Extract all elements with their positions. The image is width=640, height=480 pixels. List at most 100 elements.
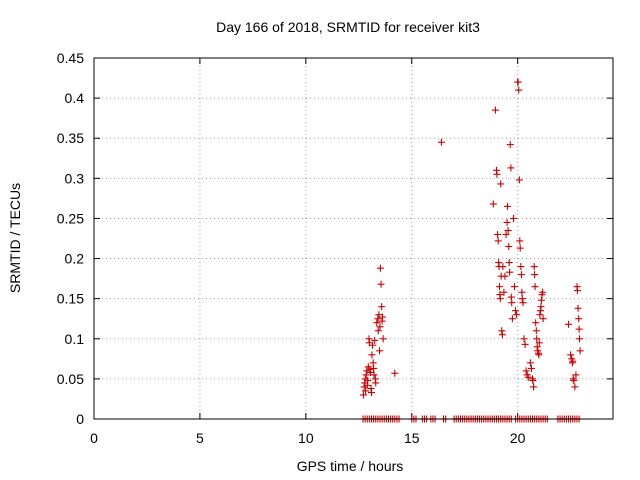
data-point <box>368 389 376 397</box>
data-point <box>532 327 540 335</box>
data-point <box>571 383 579 391</box>
data-point <box>565 320 573 328</box>
data-point <box>498 331 506 339</box>
data-point <box>500 288 508 296</box>
data-point <box>569 375 577 383</box>
data-point <box>364 376 372 384</box>
data-point <box>374 315 382 323</box>
data-point <box>368 351 376 359</box>
data-point <box>509 214 517 222</box>
data-point <box>377 280 385 288</box>
data-point <box>567 351 575 359</box>
data-point <box>517 271 525 279</box>
data-point <box>517 263 525 271</box>
data-point <box>370 364 378 372</box>
data-point <box>575 315 583 323</box>
data-point <box>521 340 529 348</box>
data-point <box>505 243 513 251</box>
data-point <box>493 170 501 178</box>
data-point <box>360 383 368 391</box>
data-point <box>510 283 518 291</box>
data-point <box>576 347 584 355</box>
data-point <box>501 272 509 280</box>
data-point <box>507 164 515 172</box>
data-point <box>520 335 528 343</box>
data-point <box>491 106 499 114</box>
x-tick-label: 20 <box>510 430 526 446</box>
chart-title: Day 166 of 2018, SRMTID for receiver kit… <box>216 19 480 35</box>
x-axis-label: GPS time / hours <box>297 458 404 474</box>
data-point <box>508 315 516 323</box>
data-point <box>504 202 512 210</box>
data-point <box>369 341 377 349</box>
y-axis-label: SRMTID / TECUs <box>7 183 23 293</box>
data-point <box>363 367 371 375</box>
data-point <box>366 365 374 373</box>
data-point <box>532 319 540 327</box>
data-point <box>504 226 512 234</box>
data-point <box>535 351 543 359</box>
data-point <box>372 379 380 387</box>
data-point <box>498 327 506 335</box>
y-tick-label: 0.2 <box>65 251 85 267</box>
x-tick-label: 10 <box>298 430 314 446</box>
data-point <box>376 323 384 331</box>
data-point <box>502 230 510 238</box>
data-point <box>366 368 374 376</box>
data-point <box>489 200 497 208</box>
data-point <box>569 357 577 365</box>
data-point <box>506 268 514 276</box>
y-tick-label: 0.3 <box>65 170 85 186</box>
data-point <box>514 78 522 86</box>
data-point <box>574 304 582 312</box>
data-point <box>515 86 523 94</box>
data-point <box>495 283 503 291</box>
data-point <box>375 311 383 319</box>
data-point <box>362 371 370 379</box>
data-point <box>524 373 532 381</box>
data-point <box>494 237 502 245</box>
data-point <box>533 343 541 351</box>
data-point <box>516 237 524 245</box>
data-point <box>526 359 534 367</box>
data-point <box>536 311 544 319</box>
data-point <box>516 244 524 252</box>
data-point <box>531 283 539 291</box>
data-point <box>570 376 578 384</box>
data-point <box>508 299 516 307</box>
data-point <box>522 367 530 375</box>
data-point <box>376 347 384 355</box>
data-point <box>537 296 545 304</box>
plot-frame <box>93 57 614 420</box>
data-point <box>376 264 384 272</box>
data-point <box>373 319 381 327</box>
y-tick-label: 0 <box>76 411 84 427</box>
data-point <box>437 138 445 146</box>
data-point <box>378 303 386 311</box>
tick-labels: 0 5 10 15 20 0 0.05 0.1 0.15 0.2 0.25 0.3 0.35 0.4 0.4… <box>57 50 526 446</box>
data-point <box>530 263 538 271</box>
data-point <box>530 383 538 391</box>
y-tick-label: 0.4 <box>65 90 85 106</box>
data-point <box>535 339 543 347</box>
data-point <box>371 336 379 344</box>
data-point <box>497 180 505 188</box>
data-point <box>531 271 539 279</box>
data-point <box>572 371 580 379</box>
data-point <box>391 369 399 377</box>
x-tick-label: 0 <box>90 430 98 446</box>
data-point <box>362 387 370 395</box>
data-point <box>370 371 378 379</box>
data-point <box>505 259 513 267</box>
data-point <box>575 325 583 333</box>
y-tick-label: 0.05 <box>57 371 84 387</box>
y-tick-label: 0.1 <box>65 331 85 347</box>
data-point <box>374 327 382 335</box>
data-point <box>503 218 511 226</box>
data-point <box>515 176 523 184</box>
data-point <box>513 311 521 319</box>
y-tick-label: 0.25 <box>57 210 84 226</box>
data-point <box>379 313 387 321</box>
data-point <box>519 299 527 307</box>
